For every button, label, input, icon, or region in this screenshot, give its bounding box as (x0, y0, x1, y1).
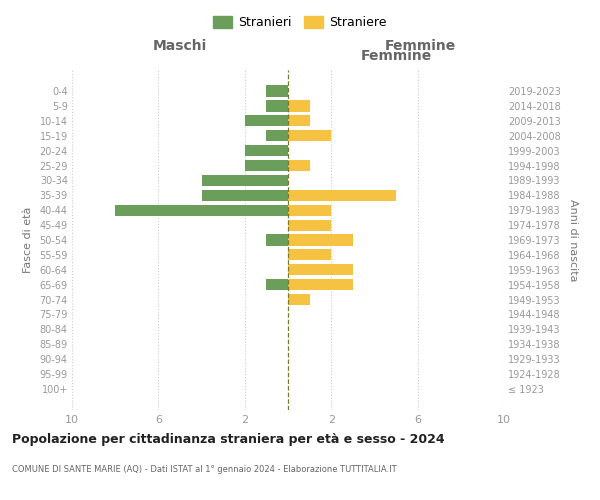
Bar (245, 115, 288, 126)
Bar (288, 100, 310, 112)
Legend: Stranieri, Straniere: Stranieri, Straniere (208, 11, 392, 34)
Bar (288, 279, 353, 290)
Bar (288, 160, 310, 171)
Bar (288, 130, 331, 141)
Bar (266, 234, 288, 246)
Bar (266, 100, 288, 112)
Bar (288, 250, 331, 260)
Y-axis label: Anni di nascita: Anni di nascita (568, 198, 578, 281)
Bar (288, 220, 331, 230)
Bar (288, 115, 310, 126)
Bar (288, 234, 353, 246)
Text: Maschi: Maschi (153, 38, 207, 52)
Bar (266, 130, 288, 141)
Bar (245, 160, 288, 171)
Text: Popolazione per cittadinanza straniera per età e sesso - 2024: Popolazione per cittadinanza straniera p… (12, 432, 445, 446)
Bar (115, 204, 288, 216)
Bar (288, 204, 331, 216)
Bar (288, 294, 310, 305)
Bar (202, 175, 288, 186)
Y-axis label: Fasce di età: Fasce di età (23, 207, 32, 273)
Bar (266, 279, 288, 290)
Bar (266, 86, 288, 96)
Bar (202, 190, 288, 201)
Text: Femmine: Femmine (361, 49, 431, 63)
Text: COMUNE DI SANTE MARIE (AQ) - Dati ISTAT al 1° gennaio 2024 - Elaborazione TUTTIT: COMUNE DI SANTE MARIE (AQ) - Dati ISTAT … (12, 465, 397, 474)
Bar (288, 264, 353, 276)
Bar (245, 145, 288, 156)
Text: Femmine: Femmine (385, 38, 455, 52)
Bar (288, 190, 396, 201)
